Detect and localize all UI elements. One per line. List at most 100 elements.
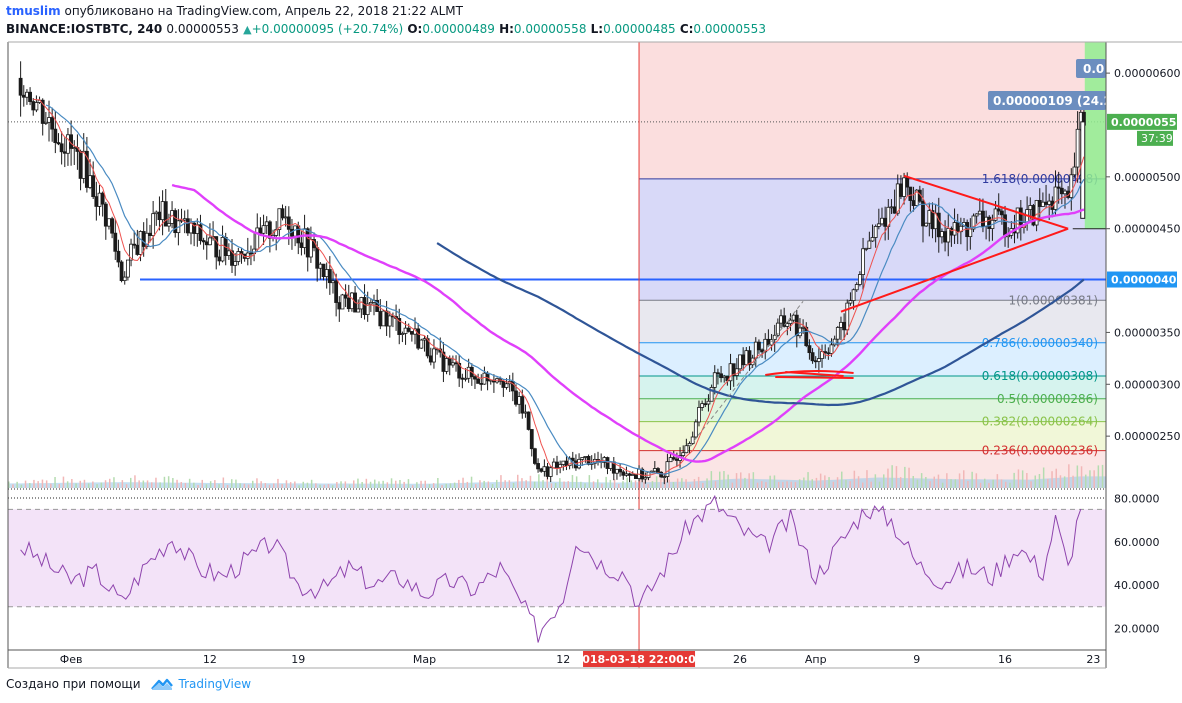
candle-body [25,91,29,98]
highlight-date-box [583,651,696,667]
high-value: 0.00000558 [513,22,587,36]
rsi-axis-label: 40.0000 [1114,579,1160,592]
volume-bar [92,481,94,488]
candle-body [397,318,402,335]
candle-body [813,360,818,363]
candle-body [119,261,124,281]
candle-body [167,223,171,227]
candle-body [987,216,992,229]
candle-body [977,210,982,215]
volume-bar [411,485,414,488]
candle-body [381,310,386,327]
candle-body [384,310,389,327]
candle-body [605,457,610,469]
volume-bar [294,481,296,488]
candle-body [66,134,70,154]
candle-body [43,121,48,124]
volume-bar [929,481,931,488]
volume-bar [798,479,801,488]
candle-body [709,386,714,402]
candle-body [198,224,203,241]
candle-body [788,319,793,324]
volume-bar [357,478,359,488]
candle-body [940,231,944,238]
candle-body [785,323,790,327]
candle-body [318,263,323,269]
volume-bar [1085,474,1087,488]
support-scribble [765,369,854,379]
time-axis-label: 9 [913,653,920,666]
candle-body [463,377,468,380]
volume-bar [668,479,670,488]
volume-bar [1042,467,1045,488]
volume-bar [361,482,363,488]
change-value: +0.00000095 (+20.74%) [251,22,404,36]
candle-body [473,376,477,380]
volume-bar [533,481,536,488]
volume-bar [424,480,426,488]
candle-body [993,208,998,221]
candle-body [233,261,238,266]
author-link[interactable]: tmuslim [6,4,61,18]
publish-info: опубликовано на TradingView.com, Апрель … [64,4,463,18]
volume-bar [500,475,502,488]
volume-bar [963,470,965,488]
volume-bar [37,481,39,488]
candle-body [615,468,619,474]
candle-body [100,192,105,205]
volume-bar [365,478,368,488]
volume-bar [588,475,591,488]
candle-body [97,192,102,207]
candle-body [533,448,537,464]
volume-bar [386,482,389,488]
volume-bar [209,481,212,488]
close-label: C: [679,22,694,36]
candle-body [529,429,534,450]
volume-bar [1093,470,1095,488]
volume-bar [277,478,279,488]
volume-bar [866,470,868,488]
candle-body [365,303,370,315]
rsi-axis-label: 20.0000 [1114,622,1160,635]
volume-bar [12,484,14,488]
candle-body [135,244,140,255]
candle-body [924,222,929,227]
candle-body [56,142,61,145]
volume-bar [916,479,919,488]
volume-bar [655,476,658,488]
candle-body [791,314,796,321]
candle-body [577,458,581,469]
volume-bar [336,482,338,488]
candle-body [476,378,481,384]
volume-bar [268,484,271,488]
candle-body [154,211,159,215]
volume-bar [113,477,115,488]
candle-body [526,411,531,430]
candle-body [981,210,985,227]
volume-bar [542,480,544,488]
candle-body [1069,174,1074,198]
candle-body [151,213,156,236]
volume-bar [584,483,586,488]
candle-body [880,217,884,225]
price-tag-box [1107,113,1177,130]
volume-bar [660,479,662,488]
volume-bar [193,482,195,488]
candle-body [779,315,783,324]
volume-bar [16,481,18,488]
volume-bar [815,477,818,488]
candle-body [185,218,190,234]
fib-retracement-group: 1.618(0.00000498) 1(0.00000381) 0.786(0.00… [8,42,1106,488]
candle-body [816,358,821,362]
volume-bar [420,480,422,488]
volume-bar [146,480,149,488]
candle-body [416,328,421,349]
candle-body [81,150,86,179]
measure-label-box [988,91,1106,110]
tradingview-link[interactable]: TradingView [178,677,252,691]
candle-body [286,216,291,230]
volume-bar [273,483,275,488]
candle-body [406,327,411,332]
volume-bar [369,481,372,488]
